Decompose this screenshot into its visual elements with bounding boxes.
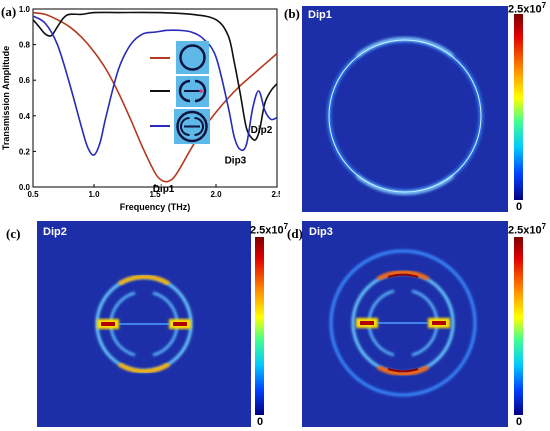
- series-line-3: [32, 15, 278, 156]
- colorbar-max-d: 2.5x107: [508, 222, 547, 237]
- field-title-dip3: Dip3: [309, 226, 333, 238]
- y-tick-label: 0.4: [19, 112, 31, 121]
- split-ring-bar-icon: [176, 76, 209, 107]
- x-tick-label: 2.0: [210, 190, 222, 199]
- panel-label-d: (d): [287, 226, 303, 241]
- colorbar-d: [514, 237, 523, 415]
- axis-ticks: 0.5 1.0 1.5 2.0 2.5 0.0 0.2 0.4 0.6 0.8 1.0: [19, 5, 280, 199]
- field-map-dip3: Dip3: [302, 221, 508, 427]
- ring-with-split-ring-icon: [174, 109, 210, 144]
- field-title-dip2: Dip2: [43, 226, 67, 238]
- dip-annotations: Dip1 Dip2 Dip3: [153, 125, 273, 195]
- transmission-chart: 0.51.01.52.02.50.00.20.40.60.81.0 Dip1Di…: [1, 5, 280, 212]
- field-pattern-dip3: [329, 249, 477, 397]
- field-title-dip1: Dip1: [308, 9, 332, 21]
- colorbar-c: [255, 237, 264, 415]
- series-lines: [32, 11, 278, 183]
- y-tick-label: 1.0: [19, 5, 31, 14]
- x-tick-label: 1.5: [149, 190, 161, 199]
- dip-annotation-2: Dip2: [251, 125, 273, 136]
- colorbar-max-c: 2.5x107: [250, 222, 289, 237]
- series-line-2: [32, 11, 278, 142]
- x-axis-label: Frequency (THz): [120, 202, 191, 212]
- y-tick-label: 0.0: [19, 183, 31, 192]
- x-tick-label: 1.0: [88, 190, 100, 199]
- field-pattern-dip2: [95, 274, 193, 374]
- colorbar-min-d: 0: [516, 416, 523, 428]
- colorbar-min-b: 0: [516, 201, 523, 213]
- panel-label-a: (a): [1, 4, 17, 19]
- colorbar-max-b: 2.5x107: [508, 1, 547, 16]
- dip-annotation-1: Dip1: [153, 184, 175, 195]
- x-tick-label: 2.5: [271, 190, 280, 199]
- field-pattern-dip1: [327, 37, 483, 195]
- x-tick-label: 0.5: [27, 190, 39, 199]
- colorbar-min-c: 0: [257, 416, 264, 428]
- y-axis-label: Transmission Amplitude: [1, 46, 11, 150]
- panel-label-b: (b): [284, 6, 300, 21]
- legend: [150, 41, 210, 144]
- field-map-dip2: Dip2: [37, 221, 251, 427]
- ring-resonator-icon: [176, 41, 209, 74]
- series-line-1: [32, 11, 278, 183]
- y-tick-label: 0.2: [19, 147, 31, 156]
- colorbar-b: [514, 14, 523, 200]
- y-tick-label: 0.6: [19, 76, 31, 85]
- dip-annotation-3: Dip3: [225, 156, 247, 167]
- y-tick-label: 0.8: [19, 41, 31, 50]
- field-map-dip1: Dip1: [302, 6, 508, 212]
- panel-label-c: (c): [6, 226, 21, 241]
